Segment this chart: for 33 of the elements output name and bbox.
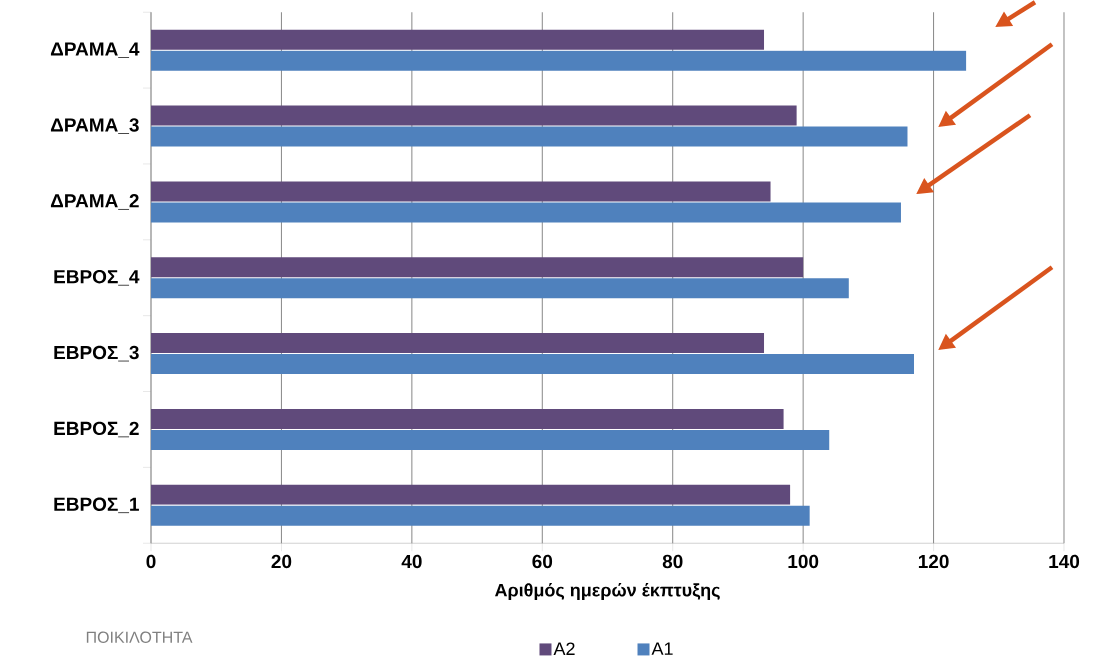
bar <box>151 257 804 278</box>
y-tick-label: ΔΡΑΜΑ_3 <box>50 118 139 134</box>
x-axis-title: Αριθμός ημερών έκπτυξης <box>494 582 720 600</box>
bar <box>151 484 791 505</box>
y-tick-label: ΔΡΑΜΑ_4 <box>50 42 140 58</box>
x-tick-label: 80 <box>662 554 683 569</box>
x-tick-label: 120 <box>918 554 949 569</box>
bar <box>151 353 915 374</box>
x-tick-label: 140 <box>1049 554 1080 569</box>
bar <box>151 105 797 126</box>
x-tick-label: 60 <box>532 554 553 569</box>
bar <box>151 126 908 147</box>
bar <box>151 408 784 429</box>
y-tick-label: ΕΒΡΟΣ_4 <box>54 269 140 286</box>
legend-label: A2 <box>553 642 575 655</box>
legend-label: A1 <box>651 642 673 655</box>
x-tick-label: 20 <box>271 554 292 569</box>
x-tick-label: 40 <box>401 554 422 569</box>
bar <box>151 50 967 71</box>
bar <box>151 429 830 450</box>
bar <box>151 29 765 50</box>
x-tick-label: 0 <box>146 554 156 569</box>
bar <box>151 181 771 202</box>
y-tick-label: ΔΡΑΜΑ_2 <box>50 193 139 210</box>
bar <box>151 332 765 353</box>
text: ΠΟΙΚΙΛΟΤΗΤΑ <box>86 631 193 643</box>
bar <box>151 202 901 223</box>
x-tick-label: 100 <box>788 554 819 569</box>
y-tick-label: ΕΒΡΟΣ_2 <box>54 421 139 438</box>
y-tick-label: ΕΒΡΟΣ_3 <box>54 345 139 362</box>
bar <box>151 505 810 526</box>
bar <box>151 278 849 299</box>
y-tick-label: ΕΒΡΟΣ_1 <box>54 497 139 513</box>
